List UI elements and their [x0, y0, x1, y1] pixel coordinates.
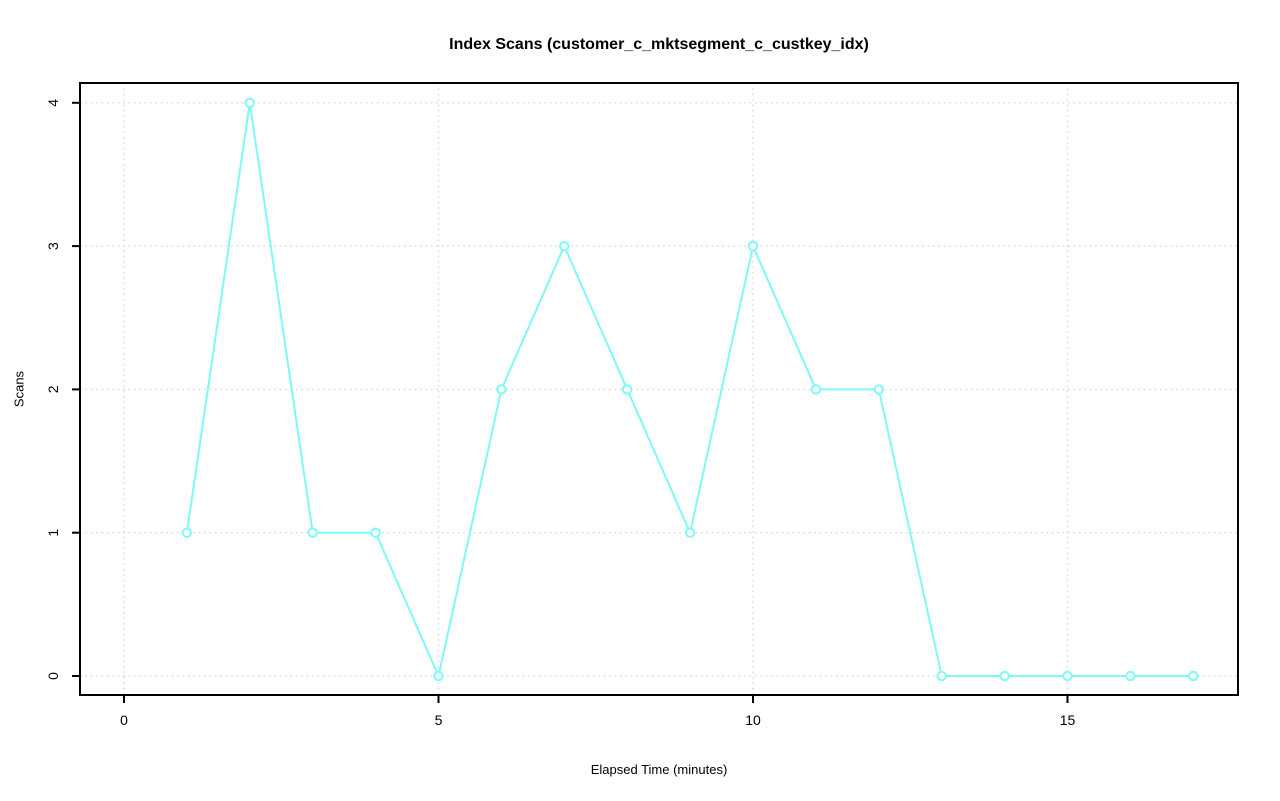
data-point: [559, 240, 570, 252]
y-tick-label: 4: [45, 99, 61, 107]
data-point: [810, 384, 822, 395]
data-point: [370, 527, 381, 538]
chart-title: Index Scans (customer_c_mktsegment_c_cus…: [449, 36, 869, 53]
x-tick-label: 0: [120, 712, 128, 728]
data-point: [684, 527, 696, 538]
x-tick-label: 10: [745, 712, 761, 728]
y-tick-label: 2: [45, 385, 61, 393]
y-tick-label: 3: [45, 242, 61, 250]
data-point: [622, 384, 633, 395]
data-point: [433, 670, 444, 682]
y-tick-label: 0: [45, 672, 61, 680]
data-point: [1188, 670, 1199, 682]
data-point: [307, 527, 318, 538]
data-point: [747, 240, 759, 252]
data-point: [873, 384, 884, 395]
data-point: [936, 670, 947, 682]
x-tick-label: 15: [1060, 712, 1076, 728]
x-axis-label: Elapsed Time (minutes): [590, 762, 728, 777]
data-point: [496, 384, 507, 395]
x-tick-label: 5: [435, 712, 443, 728]
data-point: [1125, 670, 1136, 682]
plot-box: [79, 82, 1239, 696]
y-tick-label: 1: [45, 529, 61, 537]
data-point: [1062, 670, 1073, 682]
data-point: [244, 97, 256, 109]
data-point: [181, 527, 193, 538]
data-point: [999, 670, 1010, 682]
